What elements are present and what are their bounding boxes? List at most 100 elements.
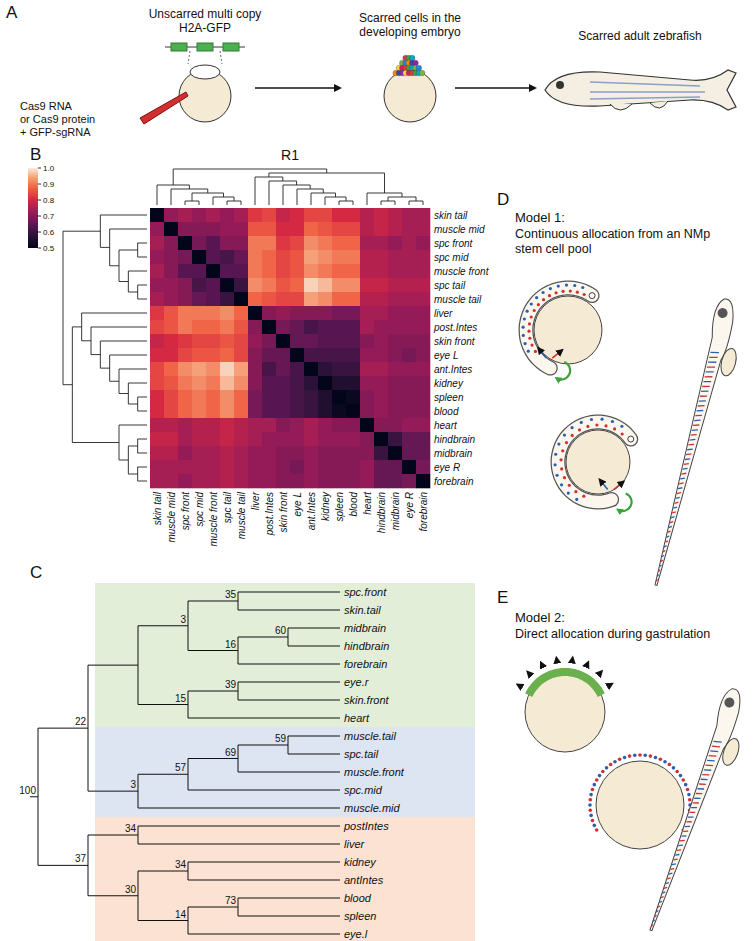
column-label: muscle front	[208, 491, 219, 547]
somite	[698, 404, 705, 408]
embryo-body	[558, 422, 631, 502]
dendrogram-branch	[110, 381, 119, 382]
dendrogram-branch	[128, 292, 137, 293]
heatmap-cell	[304, 474, 318, 488]
heatmap-cell	[332, 376, 346, 390]
heatmap-cell	[262, 264, 276, 278]
heatmap-cell	[178, 264, 192, 278]
tree-branch	[188, 907, 238, 908]
heatmap-cell	[248, 320, 262, 334]
dendrogram-branch	[185, 201, 186, 205]
cell-dot	[563, 476, 566, 479]
heatmap-cell	[318, 292, 332, 306]
heatmap-cell	[304, 222, 318, 236]
row-label: heart	[434, 420, 458, 431]
heatmap-cell	[346, 264, 360, 278]
heatmap-cell	[304, 446, 318, 460]
heatmap-cell	[206, 362, 220, 376]
tree: spc.frontskin.tail35midbrainhindbrain60f…	[19, 586, 405, 940]
dendrogram-branch	[395, 201, 396, 205]
allocation-arrow	[541, 663, 543, 667]
heatmap-cell	[304, 334, 318, 348]
heatmap-cell	[234, 250, 248, 264]
tree-branch	[188, 862, 189, 880]
fish-body	[545, 70, 736, 110]
scarred-cell	[413, 60, 419, 66]
cell-dot	[643, 753, 647, 757]
colorbar-tick	[38, 200, 41, 201]
heatmap-cell	[290, 320, 304, 334]
cell-dot	[523, 317, 526, 320]
somite	[679, 482, 684, 485]
heatmap-cell	[332, 222, 346, 236]
cell	[190, 65, 220, 79]
somite	[659, 565, 661, 567]
heatmap-cell	[150, 362, 164, 376]
heatmap-cell	[360, 418, 374, 432]
tree-branch	[238, 592, 340, 593]
heatmap-cell	[164, 264, 178, 278]
cell-dot	[527, 350, 530, 353]
heatmap-cell	[332, 292, 346, 306]
somite	[702, 385, 710, 389]
tree-branch	[238, 592, 239, 610]
heatmap-cell	[332, 264, 346, 278]
heatmap-cell	[150, 306, 164, 320]
heatmap-cell	[192, 474, 206, 488]
heatmap-cell	[318, 208, 332, 222]
heatmap-cell	[248, 418, 262, 432]
cell-dot	[591, 788, 595, 792]
scarred-cell	[416, 65, 422, 71]
somite	[671, 516, 675, 519]
leaf-label: eye.l	[344, 928, 368, 940]
heatmap-cell	[388, 474, 402, 488]
heatmap-cell	[206, 348, 220, 362]
heatmap-cell	[262, 306, 276, 320]
heatmap-cell	[220, 418, 234, 432]
heatmap-cell	[304, 432, 318, 446]
heatmap-cell	[374, 306, 388, 320]
somite	[657, 574, 659, 576]
heatmap-cell	[304, 320, 318, 334]
heatmap-cell	[234, 264, 248, 278]
heatmap-cell	[304, 460, 318, 474]
heatmap-cell	[248, 334, 262, 348]
tree-branch	[188, 880, 340, 881]
arrow	[455, 87, 535, 88]
cell-dot	[560, 467, 563, 470]
heatmap-cell	[374, 236, 388, 250]
heatmap-cell	[150, 418, 164, 432]
somite	[686, 820, 691, 824]
cell-dot	[605, 766, 609, 770]
heatmap-cell	[206, 460, 220, 474]
heatmap-cell	[150, 278, 164, 292]
bootstrap-label: 34	[125, 823, 137, 834]
heatmap-cell	[276, 236, 290, 250]
heatmap-cell	[234, 348, 248, 362]
heatmap-cell	[220, 236, 234, 250]
gfp-copy	[197, 43, 213, 51]
cell-dot	[561, 449, 564, 452]
dendrogram-branch	[138, 257, 147, 258]
heatmap-cell	[332, 278, 346, 292]
heatmap-cell	[388, 208, 402, 222]
heatmap-cell	[290, 418, 304, 432]
row-label: hindbrain	[434, 434, 476, 445]
tree-branch	[238, 637, 239, 664]
heatmap-cell	[416, 376, 430, 390]
bootstrap-label: 34	[175, 859, 187, 870]
heatmap-cell	[234, 222, 248, 236]
dendrogram-branch	[297, 189, 298, 205]
somite	[672, 863, 676, 866]
heatmap-cell	[206, 474, 220, 488]
dendrogram-branch	[388, 197, 389, 201]
cell-dot	[555, 474, 558, 477]
heatmap-cell	[290, 474, 304, 488]
bootstrap-label: 15	[175, 693, 187, 704]
tree-branch	[138, 625, 188, 626]
cell-dot	[598, 774, 602, 778]
dendrogram-branch	[110, 229, 147, 230]
heatmap-cell	[332, 348, 346, 362]
column-label: eye R	[404, 492, 415, 518]
label: + GFP-sgRNA	[20, 126, 91, 138]
